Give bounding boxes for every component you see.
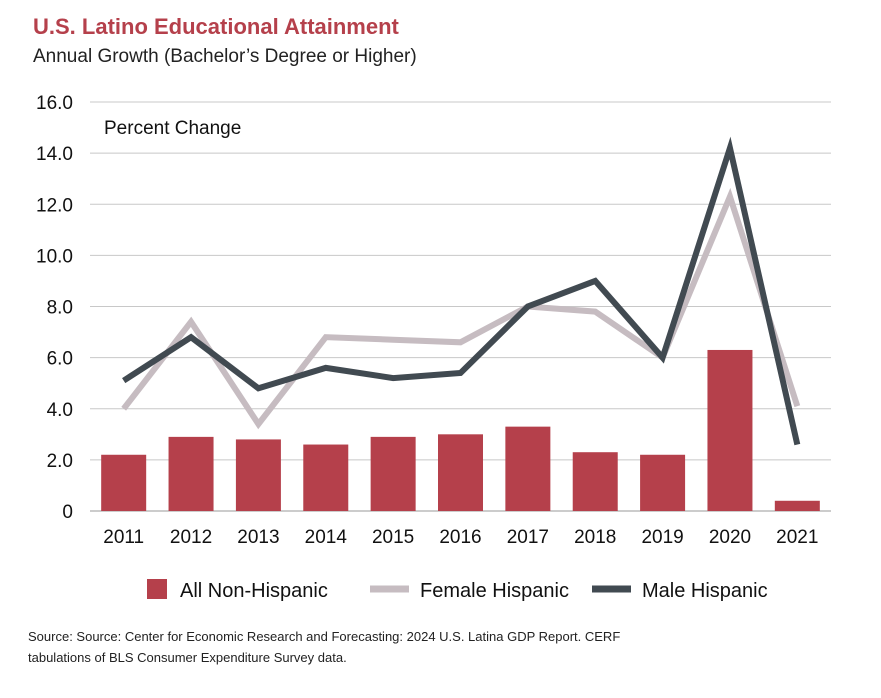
- y-tick-label: 8.0: [47, 298, 73, 319]
- y-tick-label: 6.0: [47, 349, 73, 370]
- y-tick-label: 12.0: [36, 195, 73, 216]
- series-line-female-hispanic: [121, 187, 801, 430]
- bar: [235, 439, 281, 511]
- x-tick-label: 2012: [170, 527, 212, 548]
- bars: [101, 349, 820, 511]
- x-tick-label: 2019: [641, 527, 683, 548]
- bar: [774, 500, 820, 511]
- source-line-2: tabulations of BLS Consumer Expenditure …: [28, 650, 347, 665]
- source-note: Source: Source: Center for Economic Rese…: [28, 626, 728, 668]
- bar: [572, 452, 618, 511]
- x-tick-label: 2017: [507, 527, 549, 548]
- y-tick-label: 0: [62, 502, 73, 523]
- legend-label: All Non-Hispanic: [180, 580, 328, 602]
- bar: [438, 434, 483, 511]
- y-tick-label: 10.0: [36, 246, 73, 267]
- bar: [640, 454, 686, 511]
- y-tick-label: 14.0: [36, 144, 73, 165]
- chart-area: 0 2.0 4.0 6.0 8.0 10.0 12.0 14.0 16.0 Percent Cha…: [36, 93, 831, 602]
- x-tick-label: 2011: [103, 527, 144, 548]
- bar: [370, 436, 416, 511]
- x-tick-label: 2021: [776, 527, 818, 548]
- legend: All Non-Hispanic Female Hispanic Male Hisp…: [147, 579, 768, 602]
- axis-labels: 0 2.0 4.0 6.0 8.0 10.0 12.0 14.0 16.0 Percent Cha…: [36, 93, 818, 548]
- bar: [101, 454, 147, 511]
- y-tick-label: 4.0: [47, 400, 73, 421]
- y-tick-label: 2.0: [47, 451, 73, 472]
- legend-label: Male Hispanic: [642, 580, 768, 602]
- legend-label: Female Hispanic: [420, 580, 569, 602]
- x-tick-label: 2014: [305, 527, 348, 548]
- x-tick-label: 2015: [372, 527, 414, 548]
- source-line-1: Source: Source: Center for Economic Rese…: [28, 629, 621, 644]
- x-tick-label: 2018: [574, 527, 616, 548]
- y-tick-label: 16.0: [36, 93, 73, 114]
- bar: [505, 426, 551, 511]
- x-tick-label: 2020: [709, 527, 751, 548]
- x-tick-label: 2016: [439, 527, 481, 548]
- chart-title: U.S. Latino Educational Attainment: [33, 14, 399, 39]
- chart-subtitle: Annual Growth (Bachelor’s Degree or High…: [33, 46, 417, 67]
- legend-swatch: [147, 579, 167, 599]
- bar: [707, 349, 753, 511]
- bar: [303, 444, 349, 511]
- y-axis-label: Percent Change: [104, 118, 241, 139]
- lines: [121, 136, 801, 446]
- x-tick-label: 2013: [237, 527, 279, 548]
- bar: [168, 436, 214, 511]
- series-line-male-hispanic: [122, 136, 801, 446]
